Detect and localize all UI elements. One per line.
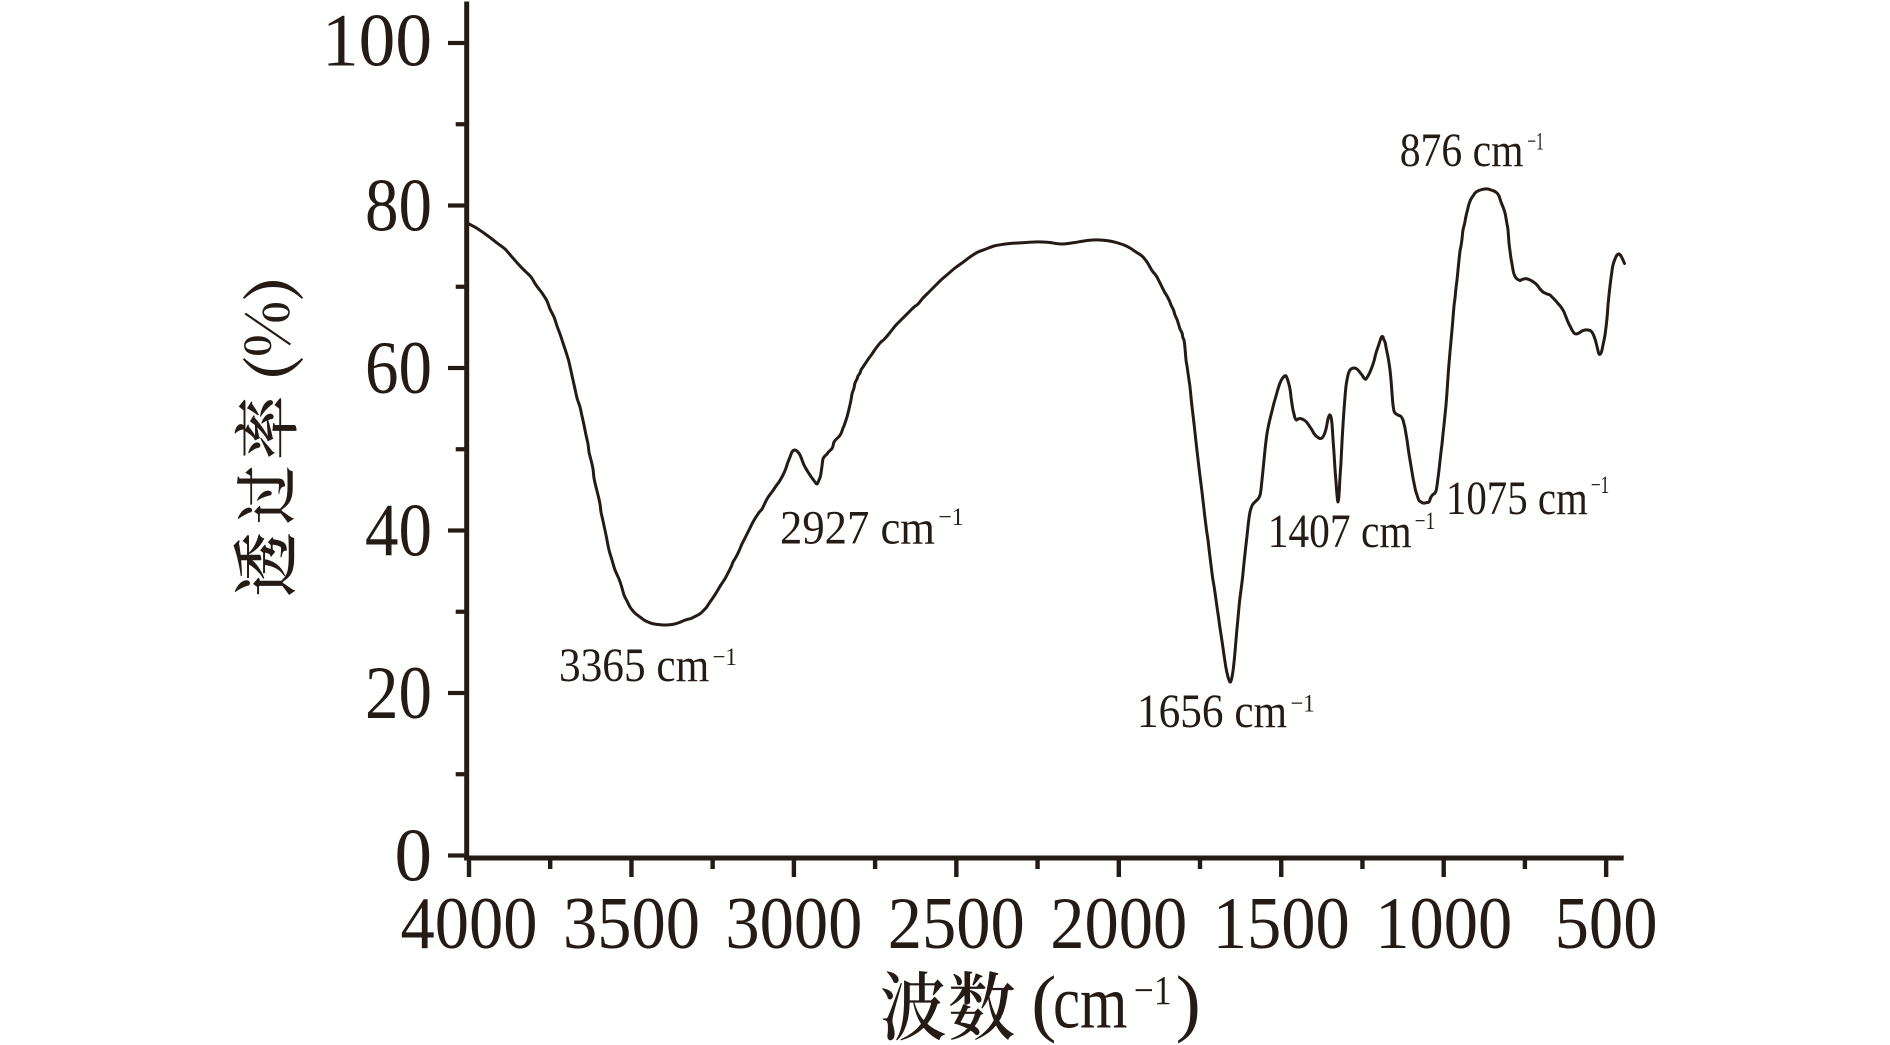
- svg-text:−1: −1: [1591, 472, 1610, 499]
- svg-text:cm: cm: [1053, 962, 1128, 1045]
- svg-text:−1: −1: [1527, 129, 1544, 156]
- svg-text:2500: 2500: [888, 883, 1025, 965]
- svg-text:2927 cm: 2927 cm: [780, 502, 935, 555]
- svg-text:1656 cm: 1656 cm: [1137, 685, 1287, 738]
- svg-text:500: 500: [1555, 883, 1658, 965]
- svg-text:−1: −1: [938, 504, 963, 531]
- svg-text:40: 40: [365, 489, 432, 572]
- svg-text:3365 cm: 3365 cm: [559, 639, 709, 692]
- svg-text:−1: −1: [1134, 967, 1172, 1013]
- svg-text:1500: 1500: [1213, 883, 1350, 965]
- svg-text:100: 100: [322, 0, 432, 83]
- svg-text:1407 cm: 1407 cm: [1268, 505, 1412, 558]
- svg-text:0: 0: [395, 814, 433, 897]
- svg-text:−1: −1: [1290, 691, 1314, 718]
- svg-text:60: 60: [365, 327, 432, 410]
- svg-text:−1: −1: [713, 644, 737, 671]
- svg-text:(: (: [1031, 962, 1056, 1045]
- svg-text:3500: 3500: [563, 883, 700, 965]
- svg-text:−1: −1: [1415, 508, 1436, 535]
- svg-text:): ): [1176, 962, 1201, 1045]
- svg-text:2000: 2000: [1050, 883, 1187, 965]
- svg-text:4000: 4000: [401, 883, 538, 965]
- svg-text:80: 80: [365, 164, 432, 247]
- svg-text:1000: 1000: [1375, 883, 1512, 965]
- svg-text:1075 cm: 1075 cm: [1446, 472, 1588, 525]
- svg-text:20: 20: [365, 652, 432, 735]
- svg-text:3000: 3000: [725, 883, 862, 965]
- svg-text:876 cm: 876 cm: [1400, 124, 1524, 177]
